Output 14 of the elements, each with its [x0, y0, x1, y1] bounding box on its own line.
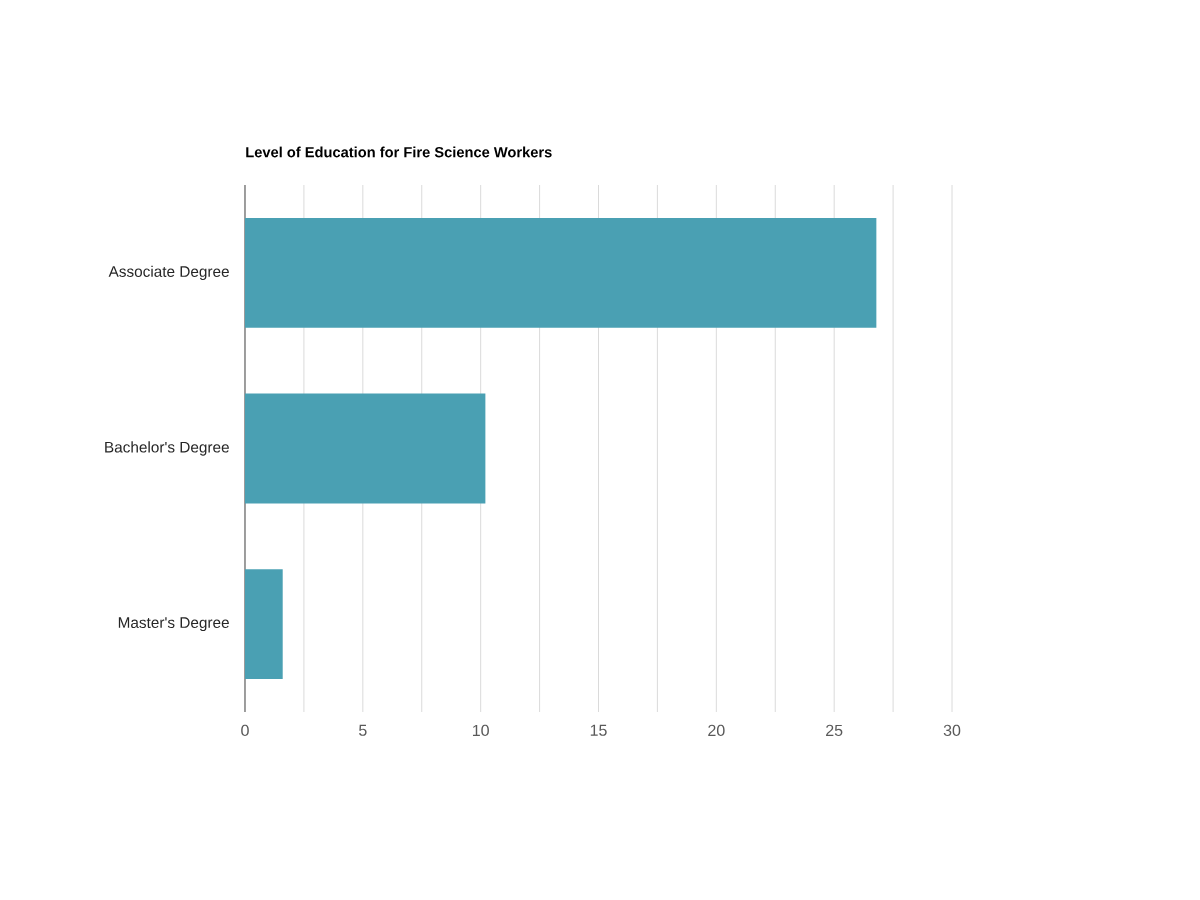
chart-title: Level of Education for Fire Science Workers [246, 146, 552, 158]
bar [245, 569, 283, 680]
y-tick-label: Associate Degree [108, 265, 229, 280]
y-tick-label: Master's Degree [118, 617, 229, 632]
x-tick-label: 15 [590, 724, 607, 736]
x-tick-label: 5 [359, 724, 367, 736]
bar [245, 217, 877, 328]
x-tick-label: 25 [826, 724, 843, 737]
x-tick-label: 30 [943, 724, 961, 737]
bar [245, 393, 486, 504]
x-tick-label: 20 [708, 724, 725, 737]
y-tick-label: Bachelor's Degree [105, 441, 229, 456]
x-tick-label: 0 [241, 724, 249, 737]
x-tick-label: 10 [472, 724, 489, 737]
